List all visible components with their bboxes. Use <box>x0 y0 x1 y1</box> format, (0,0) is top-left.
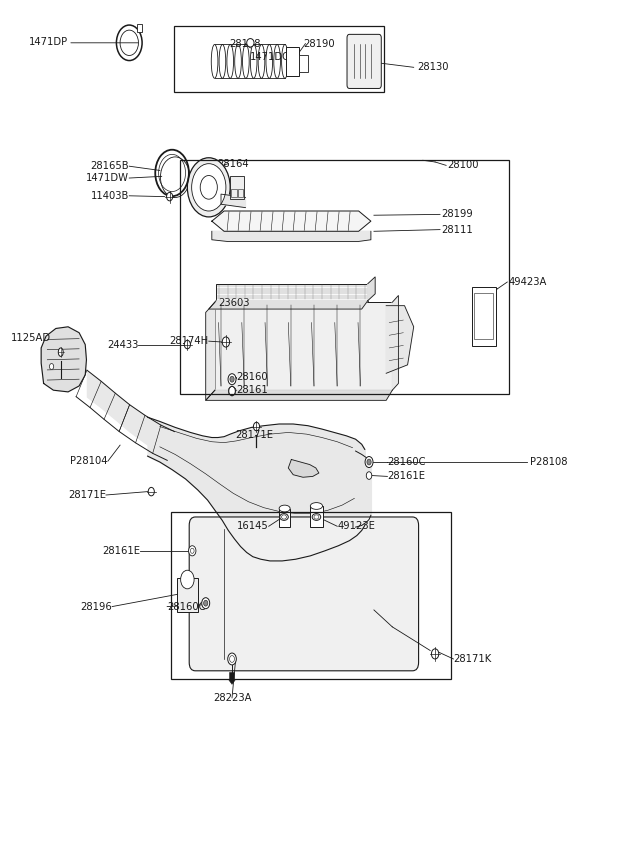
Text: 1471DP: 1471DP <box>29 37 68 47</box>
Text: 24433: 24433 <box>107 339 138 349</box>
Polygon shape <box>386 305 414 373</box>
Polygon shape <box>212 232 371 242</box>
Text: 11403B: 11403B <box>91 191 129 201</box>
Polygon shape <box>221 194 246 208</box>
Bar <box>216 284 368 300</box>
Ellipse shape <box>203 600 208 606</box>
Text: P28108: P28108 <box>530 457 567 467</box>
Text: 28174H: 28174H <box>170 336 209 346</box>
Polygon shape <box>41 326 86 392</box>
Text: 28161: 28161 <box>236 385 268 395</box>
Ellipse shape <box>367 459 371 465</box>
Ellipse shape <box>254 422 260 431</box>
Text: 23603: 23603 <box>218 298 249 308</box>
Ellipse shape <box>228 653 236 665</box>
Text: 1125AD: 1125AD <box>11 332 51 343</box>
Bar <box>286 47 299 75</box>
Ellipse shape <box>188 546 196 555</box>
Text: 49123E: 49123E <box>337 522 375 531</box>
Bar <box>279 509 290 527</box>
Ellipse shape <box>184 340 190 349</box>
Text: 28100: 28100 <box>448 160 479 170</box>
Bar <box>174 26 384 92</box>
Text: 16145: 16145 <box>237 522 268 531</box>
Ellipse shape <box>366 471 372 479</box>
Ellipse shape <box>279 505 290 512</box>
Bar <box>474 293 493 339</box>
Ellipse shape <box>202 598 210 609</box>
Ellipse shape <box>280 514 288 521</box>
Bar <box>229 176 244 199</box>
Ellipse shape <box>50 364 54 370</box>
FancyBboxPatch shape <box>189 517 418 671</box>
Ellipse shape <box>187 158 230 217</box>
Ellipse shape <box>58 348 63 356</box>
Polygon shape <box>206 302 215 400</box>
Bar <box>311 506 322 527</box>
Ellipse shape <box>229 387 236 396</box>
Ellipse shape <box>312 514 321 521</box>
Ellipse shape <box>230 377 234 382</box>
Ellipse shape <box>180 570 194 589</box>
Text: 28171E: 28171E <box>68 490 106 500</box>
Text: 49423A: 49423A <box>508 277 547 287</box>
Text: 28138: 28138 <box>230 39 261 48</box>
Text: 28190: 28190 <box>303 39 335 48</box>
Bar <box>180 160 508 394</box>
Polygon shape <box>212 211 371 232</box>
Text: 28199: 28199 <box>441 209 473 220</box>
Ellipse shape <box>365 456 373 467</box>
Text: 28111: 28111 <box>441 225 473 235</box>
Bar <box>231 189 237 198</box>
Text: 28130: 28130 <box>417 62 448 72</box>
Text: 28160: 28160 <box>236 371 268 382</box>
Ellipse shape <box>432 649 439 659</box>
Text: 28161E: 28161E <box>388 471 425 482</box>
Bar <box>177 577 198 611</box>
Bar <box>136 25 142 32</box>
Text: 28171E: 28171E <box>236 430 273 440</box>
Text: 28223A: 28223A <box>213 693 251 703</box>
Bar <box>238 189 243 198</box>
Ellipse shape <box>311 503 322 510</box>
Text: 28171K: 28171K <box>453 654 492 664</box>
Text: 28196: 28196 <box>81 601 112 611</box>
Text: 28160C: 28160C <box>388 457 426 467</box>
Bar <box>215 302 392 390</box>
Ellipse shape <box>228 374 236 385</box>
Bar <box>472 287 496 346</box>
Polygon shape <box>206 390 392 400</box>
Ellipse shape <box>247 38 254 47</box>
Text: 1471DC: 1471DC <box>250 53 290 62</box>
FancyArrow shape <box>228 672 236 684</box>
Text: 28161E: 28161E <box>102 546 140 555</box>
Ellipse shape <box>222 337 229 347</box>
Text: 28160C: 28160C <box>167 601 206 611</box>
Ellipse shape <box>192 164 226 211</box>
Text: P28104: P28104 <box>70 456 108 466</box>
Text: 28164: 28164 <box>218 159 249 169</box>
Bar <box>171 512 451 679</box>
Polygon shape <box>392 295 399 390</box>
Polygon shape <box>368 277 375 300</box>
Text: 28165B: 28165B <box>91 161 129 171</box>
Ellipse shape <box>167 192 173 201</box>
Polygon shape <box>288 460 319 477</box>
Bar <box>299 54 308 71</box>
Polygon shape <box>209 300 368 309</box>
FancyBboxPatch shape <box>347 35 381 88</box>
Ellipse shape <box>148 488 154 496</box>
Text: 1471DW: 1471DW <box>86 173 129 183</box>
